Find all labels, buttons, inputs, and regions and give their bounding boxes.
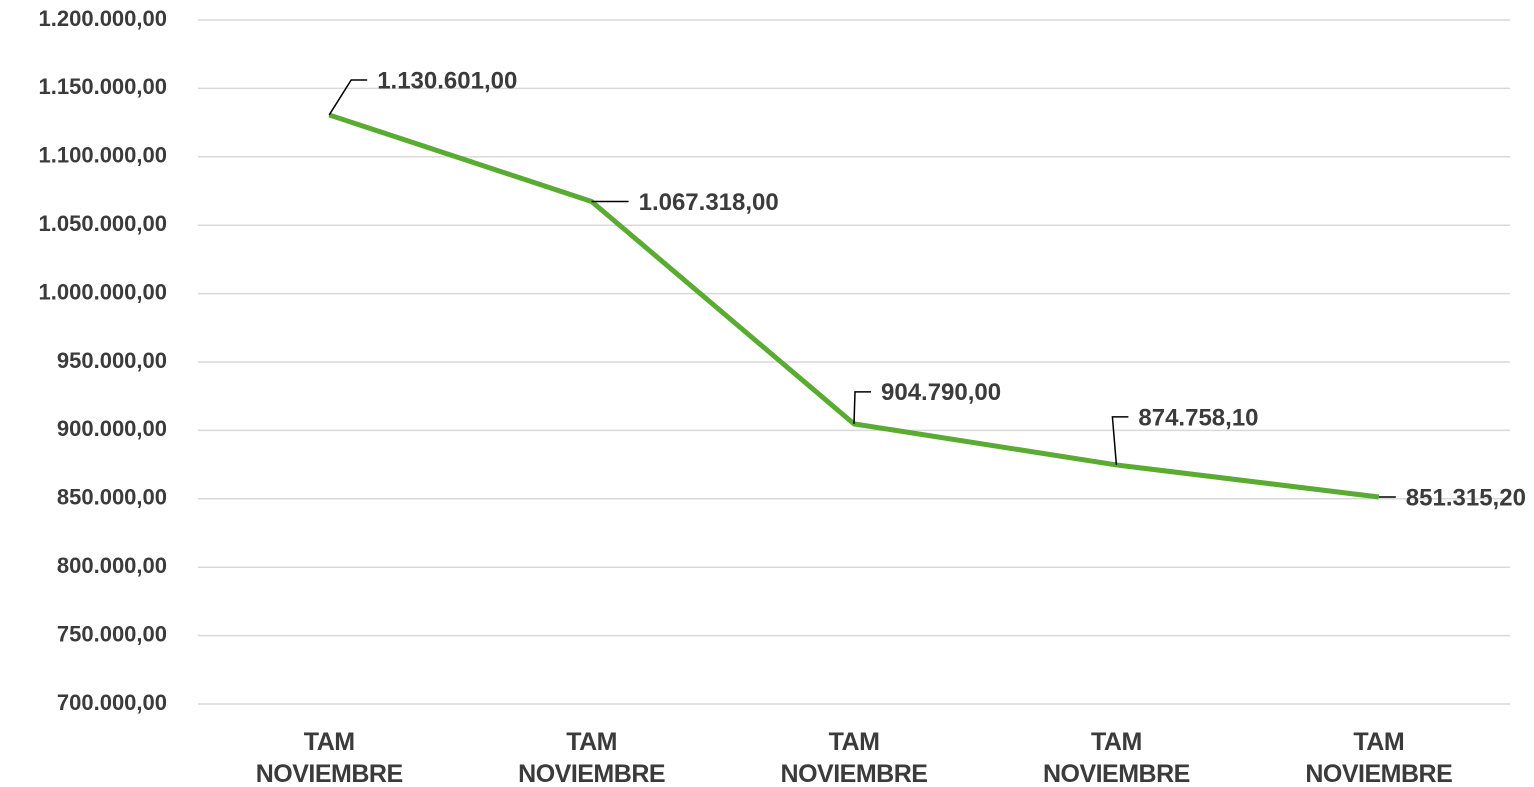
data-label: 874.758,10 — [1138, 404, 1258, 431]
x-tick-label: TAM NOVIEMBRE 2024 — [1305, 728, 1453, 787]
y-tick-label: 1.000.000,00 — [39, 279, 167, 304]
data-label: 1.130.601,00 — [377, 67, 517, 94]
data-label: 851.315,20 — [1406, 484, 1526, 511]
y-tick-label: 750.000,00 — [57, 621, 167, 646]
data-label: 1.067.318,00 — [639, 189, 779, 216]
x-tick-label: TAM NOVIEMBRE 2020 — [255, 728, 403, 787]
leader-line — [1111, 416, 1129, 465]
y-tick-label: 950.000,00 — [57, 348, 167, 373]
y-tick-label: 800.000,00 — [57, 553, 167, 578]
y-tick-label: 1.150.000,00 — [39, 74, 167, 99]
y-tick-label: 1.200.000,00 — [39, 6, 167, 31]
y-tick-label: 1.050.000,00 — [39, 211, 167, 236]
y-tick-label: 850.000,00 — [57, 485, 167, 510]
x-tick-label: TAM NOVIEMBRE 2022 — [780, 728, 928, 787]
data-label: 904.790,00 — [881, 379, 1001, 406]
y-tick-label: 1.100.000,00 — [39, 143, 167, 168]
leader-line — [853, 391, 871, 424]
x-tick-label: TAM NOVIEMBRE 2021 — [518, 728, 666, 787]
leader-line — [328, 79, 368, 116]
data-line — [328, 112, 1380, 500]
x-tick-label: TAM NOVIEMBRE 2023 — [1042, 728, 1190, 787]
y-tick-label: 900.000,00 — [57, 416, 167, 441]
y-tick-label: 700.000,00 — [57, 690, 167, 715]
